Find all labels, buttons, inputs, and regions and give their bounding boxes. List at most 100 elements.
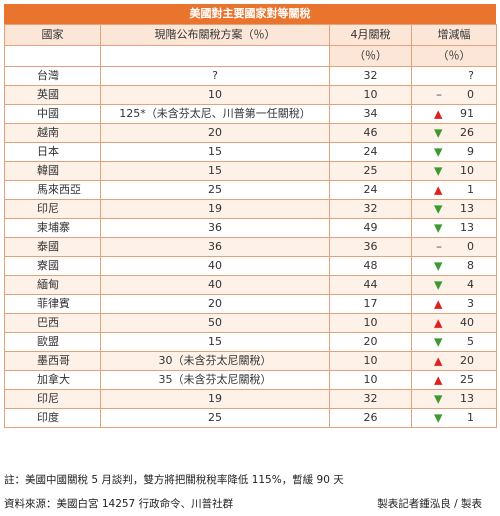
country-cell: 歐盟 [4,332,101,352]
change-cell: ▼ 9 [411,142,497,162]
change-value: 0 [467,240,474,253]
country-cell: 印尼 [4,199,101,219]
change-cell: ▼ 13 [411,389,497,409]
april-tariff-cell: 32 [329,199,412,219]
change-value: 10 [460,164,474,177]
table-row: 菲律賓 20 17 ▲ 3 [4,294,497,314]
header-row: 國家 現階公布關稅方案（％） 4月關稅 增減幅 [4,24,497,46]
header-current: 現階公布關稅方案（％） [100,24,330,46]
decrease-arrow-icon: ▼ [434,259,443,273]
decrease-arrow-icon: ▼ [434,221,443,235]
april-tariff-cell: 17 [329,294,412,314]
country-cell: 墨西哥 [4,351,101,371]
country-cell: 中國 [4,104,101,124]
current-tariff-cell: 125*（未含芬太尼、川普第一任關稅） [100,104,330,124]
current-tariff-cell: 15 [100,332,330,352]
april-tariff-cell: 10 [329,85,412,105]
change-value: 26 [460,126,474,139]
no-change-dash-icon: – [436,239,442,254]
country-cell: 印尼 [4,389,101,409]
change-value: 25 [460,373,474,386]
change-cell: ? [411,66,497,86]
country-cell: 韓國 [4,161,101,181]
change-cell: ▼ 4 [411,275,497,295]
april-tariff-cell: 32 [329,66,412,86]
change-cell: ▼ 26 [411,123,497,143]
source-text: 資料來源：美國白宮 14257 行政命令、川普社群 [4,498,234,510]
header-row-units: （％） （％） [4,45,497,67]
table-row: 馬來西亞 25 24 ▲ 1 [4,180,497,200]
country-cell: 菲律賓 [4,294,101,314]
country-cell: 台灣 [4,66,101,86]
change-value: 4 [467,278,474,291]
april-tariff-cell: 24 [329,142,412,162]
current-tariff-cell: 36 [100,218,330,238]
decrease-arrow-icon: ▼ [434,126,443,140]
current-tariff-cell: 50 [100,313,330,333]
table-row: 寮國 40 48 ▼ 8 [4,256,497,276]
change-cell: –0 [411,85,497,105]
tariff-table-container: 美國對主要國家對等關稅 國家 現階公布關稅方案（％） 4月關稅 增減幅 （％） … [4,4,497,428]
increase-arrow-icon: ▲ [434,107,443,121]
current-tariff-cell: ? [100,66,330,86]
header-change-unit: （％） [411,45,497,67]
april-tariff-cell: 46 [329,123,412,143]
change-value: 13 [460,202,474,215]
table-row: 巴西 50 10 ▲ 40 [4,313,497,333]
decrease-arrow-icon: ▼ [434,145,443,159]
increase-arrow-icon: ▲ [434,297,443,311]
table-row: 柬埔寨 36 49 ▼ 13 [4,218,497,238]
table-title: 美國對主要國家對等關稅 [4,4,496,24]
country-cell: 越南 [4,123,101,143]
change-value: 20 [460,354,474,367]
april-tariff-cell: 20 [329,332,412,352]
april-tariff-cell: 10 [329,351,412,371]
header-blank [100,45,330,67]
tariff-table: 國家 現階公布關稅方案（％） 4月關稅 增減幅 （％） （％） 台灣? 32? 英國… [4,24,497,428]
current-tariff-cell: 19 [100,389,330,409]
change-value: 3 [467,297,474,310]
current-tariff-cell: 25 [100,180,330,200]
current-tariff-cell: 10 [100,85,330,105]
decrease-arrow-icon: ▼ [434,278,443,292]
increase-arrow-icon: ▲ [434,373,443,387]
april-tariff-cell: 34 [329,104,412,124]
change-cell: ▼ 5 [411,332,497,352]
country-cell: 印度 [4,408,101,428]
april-tariff-cell: 36 [329,237,412,257]
change-cell: ▲ 25 [411,370,497,390]
april-tariff-cell: 49 [329,218,412,238]
table-row: 印尼 19 32 ▼ 13 [4,199,497,219]
table-row: 印尼 19 32 ▼ 13 [4,389,497,409]
change-cell: ▲ 40 [411,313,497,333]
april-tariff-cell: 25 [329,161,412,181]
footnote: 註：美國中國關稅 5 月談判，雙方將把關稅稅率降低 115%，暫緩 90 天 [4,474,344,486]
country-cell: 柬埔寨 [4,218,101,238]
current-tariff-cell: 19 [100,199,330,219]
increase-arrow-icon: ▲ [434,354,443,368]
change-value: 40 [460,316,474,329]
country-cell: 加拿大 [4,370,101,390]
april-tariff-cell: 10 [329,313,412,333]
header-april-unit: （％） [329,45,412,67]
current-tariff-cell: 25 [100,408,330,428]
change-cell: ▼ 13 [411,218,497,238]
current-tariff-cell: 30（未含芬太尼關稅） [100,351,330,371]
header-blank [4,45,101,67]
change-value: 91 [460,107,474,120]
table-row: 印度 25 26 ▼ 1 [4,408,497,428]
change-value: 13 [460,221,474,234]
increase-arrow-icon: ▲ [434,183,443,197]
header-country: 國家 [4,24,101,46]
country-cell: 馬來西亞 [4,180,101,200]
decrease-arrow-icon: ▼ [434,164,443,178]
april-tariff-cell: 26 [329,408,412,428]
table-row: 台灣? 32? [4,66,497,86]
april-tariff-cell: 48 [329,256,412,276]
table-row: 泰國 36 36–0 [4,237,497,257]
header-april: 4月關稅 [329,24,412,46]
current-tariff-cell: 15 [100,142,330,162]
table-row: 日本 15 24 ▼ 9 [4,142,497,162]
table-row: 韓國 15 25 ▼ 10 [4,161,497,181]
header-change: 增減幅 [411,24,497,46]
